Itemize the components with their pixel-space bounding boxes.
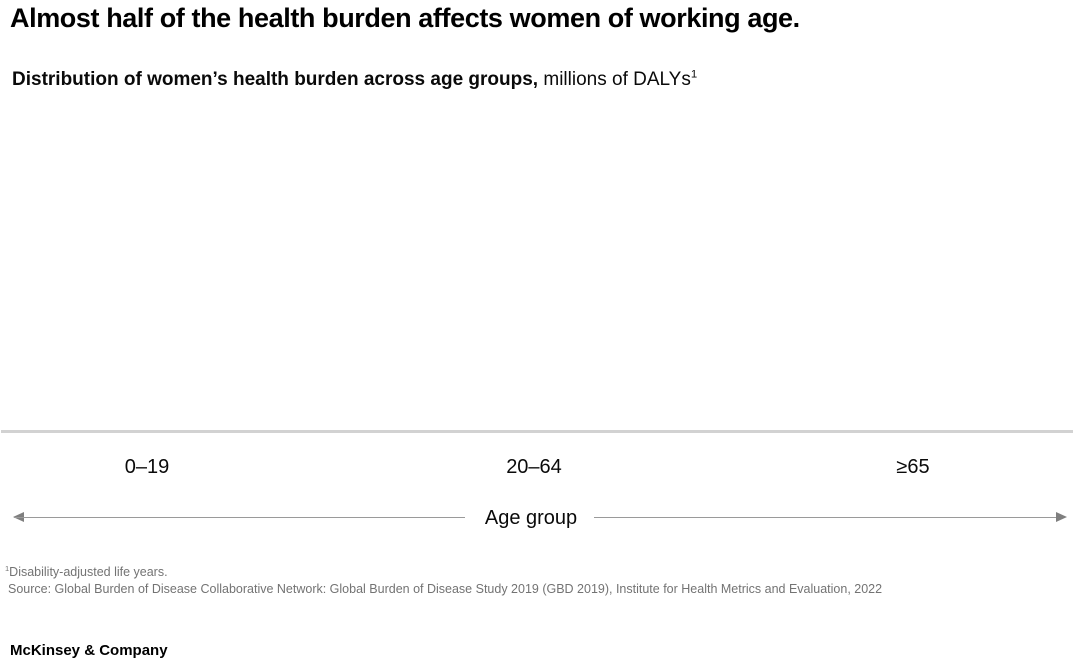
chart-subtitle-emphasis: Distribution of women’s health burden ac…	[12, 69, 539, 90]
chart-subtitle-unit-text: millions of DALYs	[538, 69, 691, 90]
footnote-definition-text: Disability-adjusted life years.	[9, 565, 168, 579]
x-axis-line-right	[594, 517, 1058, 518]
x-axis-baseline	[1, 430, 1073, 433]
brand-wordmark: McKinsey & Company	[10, 642, 168, 659]
chart-subtitle-unit: millions of DALYs1	[538, 69, 697, 90]
footnote-ref-mark: 1	[5, 563, 10, 573]
footnotes: 1Disability-adjusted life years. Source:…	[5, 564, 882, 598]
footnote-source: Source: Global Burden of Disease Collabo…	[8, 582, 883, 596]
x-tick-label: 20–64	[506, 456, 562, 478]
chart-subtitle: Distribution of women’s health burden ac…	[12, 68, 697, 92]
x-axis-line-left	[14, 517, 465, 518]
arrowhead-right-icon	[1056, 512, 1067, 522]
footnote-reference: 1	[690, 68, 698, 81]
plot-area: 0–19 20–64 ≥65 Age group	[1, 430, 1073, 529]
x-tick-label: 0–19	[124, 456, 170, 478]
x-axis-title: Age group	[484, 507, 578, 529]
x-tick-label: ≥65	[896, 456, 930, 478]
footnote-definition: 1Disability-adjusted life years.	[5, 564, 882, 581]
exhibit-title: Almost half of the health burden affects…	[10, 3, 800, 33]
